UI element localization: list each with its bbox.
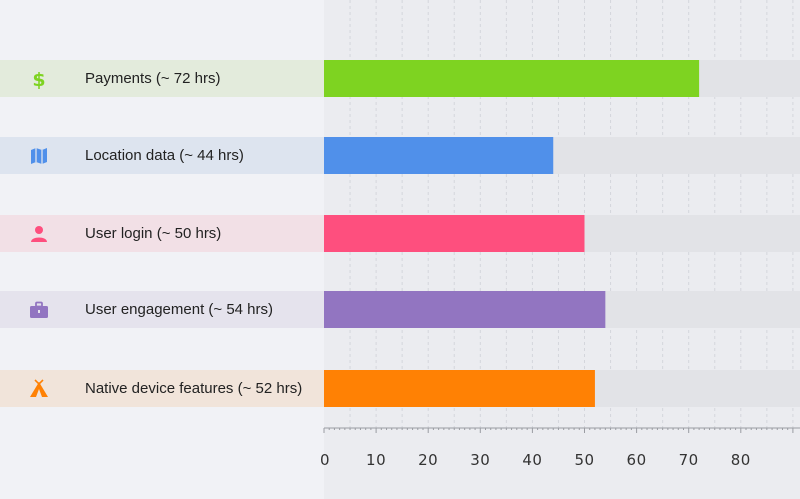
briefcase-icon [0,300,78,320]
bar [324,370,595,407]
category-label: User login (~ 50 hrs) [85,225,222,242]
bar [324,60,700,97]
bar [324,137,554,174]
bar [324,215,585,252]
x-tick-label: 30 [470,451,490,469]
category-label: Location data (~ 44 hrs) [85,147,244,164]
category-row: Location data (~ 44 hrs) [0,137,324,174]
category-label: Payments (~ 72 hrs) [85,70,221,87]
map-icon [0,146,78,166]
svg-text:$: $ [32,69,45,89]
bar [324,291,606,328]
dollar-icon: $ [0,69,78,89]
x-tick-label: 70 [679,451,699,469]
category-row: $ Payments (~ 72 hrs) [0,60,324,97]
category-row: Native device features (~ 52 hrs) [0,370,324,407]
category-label: User engagement (~ 54 hrs) [85,301,274,318]
tent-icon [0,378,78,399]
category-label: Native device features (~ 52 hrs) [85,380,303,397]
category-row: User engagement (~ 54 hrs) [0,291,324,328]
x-tick-label: 10 [366,451,386,469]
x-tick-label: 0 [320,451,330,469]
category-row: User login (~ 50 hrs) [0,215,324,252]
x-tick-label: 80 [731,451,751,469]
x-tick-label: 50 [574,451,594,469]
x-tick-label: 40 [522,451,542,469]
x-tick-label: 60 [627,451,647,469]
person-icon [0,224,78,244]
x-tick-label: 20 [418,451,438,469]
